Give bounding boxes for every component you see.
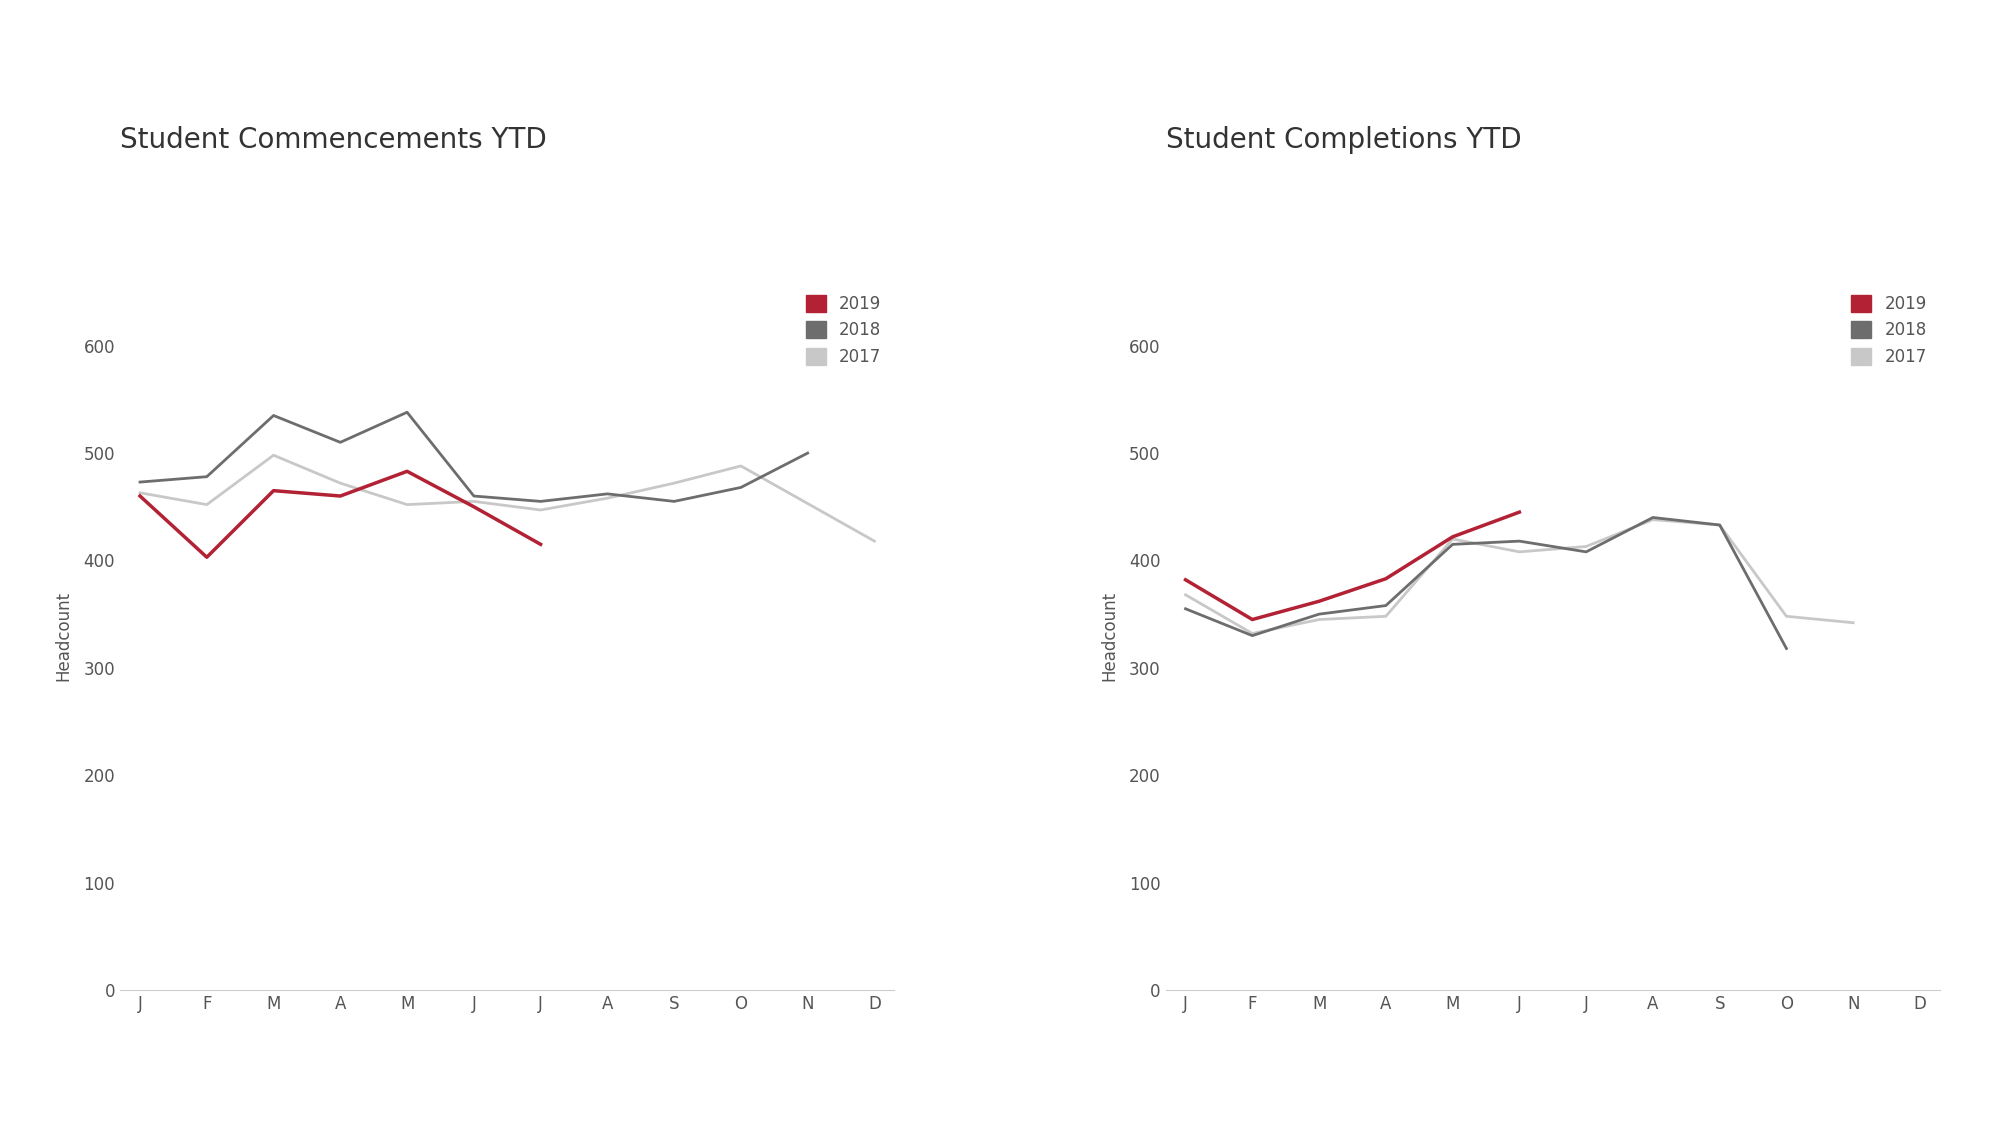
- Y-axis label: Headcount: Headcount: [1100, 591, 1118, 681]
- Legend: 2019, 2018, 2017: 2019, 2018, 2017: [800, 289, 886, 371]
- Legend: 2019, 2018, 2017: 2019, 2018, 2017: [1846, 289, 1932, 371]
- Y-axis label: Headcount: Headcount: [54, 591, 72, 681]
- Text: Student Completions YTD: Student Completions YTD: [1166, 126, 1522, 154]
- Text: Student Commencements YTD: Student Commencements YTD: [120, 126, 546, 154]
